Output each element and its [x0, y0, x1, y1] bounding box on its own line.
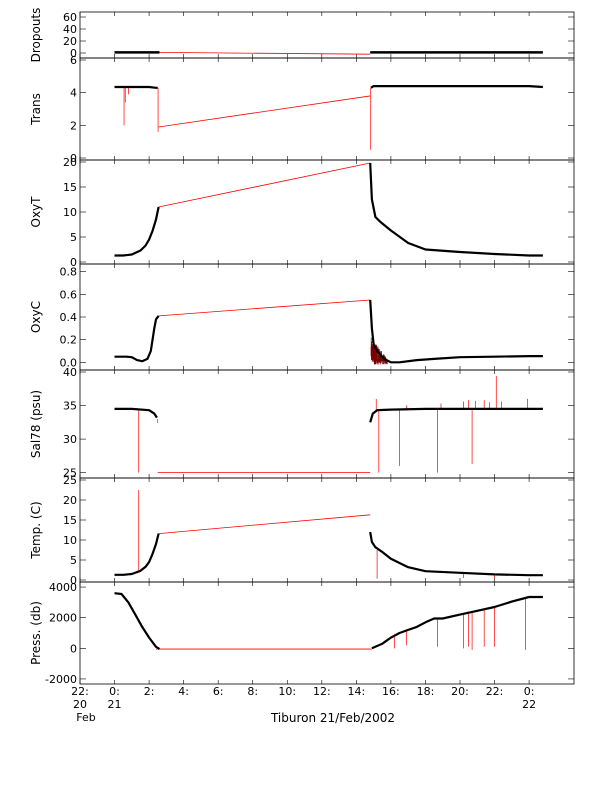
- x-tick-label: 4:: [178, 685, 189, 698]
- y-tick-label: 6: [70, 54, 77, 67]
- panel-2: 0 5 10 15 20 OxyT: [29, 156, 575, 269]
- x-tick-label: 12:: [313, 685, 331, 698]
- x-tick-label: 2:: [144, 685, 155, 698]
- y-axis-label: Press. (db): [29, 601, 43, 665]
- y-tick-label: 4000: [49, 581, 77, 594]
- x-tick-month: Feb: [76, 711, 95, 724]
- panel-frame: [79, 159, 575, 265]
- y-tick-label: 0.6: [60, 288, 78, 301]
- y-tick-label: 0: [70, 642, 77, 655]
- y-tick-label: 4: [70, 87, 77, 100]
- x-tick-label: 20:: [451, 685, 469, 698]
- y-axis-label: OxyC: [29, 301, 43, 333]
- x-axis-label: Tiburon 21/Feb/2002: [270, 711, 395, 725]
- series-1: [369, 407, 543, 423]
- series-1: [370, 85, 543, 89]
- series-1: [369, 299, 543, 364]
- y-tick-label: 25: [63, 474, 77, 487]
- panel-frame: [79, 11, 575, 59]
- y-tick-label: 0.8: [60, 266, 78, 279]
- y-tick-label: 40: [63, 23, 77, 36]
- panel-frame: [79, 263, 575, 371]
- y-tick-label: 20: [63, 35, 77, 48]
- x-tick-label: 0:: [524, 685, 535, 698]
- y-axis-label: OxyT: [29, 196, 43, 228]
- gap-line: [158, 299, 371, 317]
- x-tick-label: 0:: [109, 685, 120, 698]
- y-tick-label: 20: [63, 156, 77, 169]
- x-tick-label: 6:: [213, 685, 224, 698]
- x-tick-label: 14:: [348, 685, 366, 698]
- y-tick-label: 40: [63, 366, 77, 379]
- gap-line: [158, 162, 371, 208]
- y-axis-label: Dropouts: [29, 8, 43, 63]
- y-tick-label: 0.2: [60, 334, 78, 347]
- y-tick-label: -2000: [45, 673, 77, 686]
- y-tick-label: 15: [63, 181, 77, 194]
- series-0: [114, 533, 160, 576]
- y-tick-label: 0.4: [60, 311, 78, 324]
- y-tick-label: 5: [70, 231, 77, 244]
- x-tick-label: 16:: [382, 685, 400, 698]
- panel-frame: [79, 477, 575, 583]
- y-tick-label: 20: [63, 494, 77, 507]
- panel-3: 0.0 0.2 0.4 0.6 0.8 OxyC: [29, 263, 575, 371]
- x-tick-label: 18:: [417, 685, 435, 698]
- panel-4: 25 30 35 40 Sal78 (psu): [29, 366, 575, 480]
- chart-panels: 0204060Dropouts0246Trans05101520OxyT0.00…: [29, 8, 575, 686]
- y-tick-label: 0: [70, 152, 77, 165]
- y-tick-label: 5: [70, 554, 77, 567]
- y-tick-label: 60: [63, 11, 77, 24]
- y-tick-label: 15: [63, 514, 77, 527]
- series-0: [114, 85, 158, 89]
- series-0: [114, 592, 161, 651]
- y-tick-label: 10: [63, 206, 77, 219]
- y-axis-label: Temp. (C): [29, 501, 43, 559]
- series-1: [369, 531, 543, 577]
- y-tick-label: 10: [63, 534, 77, 547]
- y-tick-label: 0.0: [60, 356, 78, 369]
- x-tick-sublabel: 20: [73, 698, 87, 711]
- series-1: [369, 162, 543, 257]
- series-0: [114, 206, 160, 257]
- x-tick-sublabel: 21: [108, 698, 122, 711]
- gap-line: [158, 95, 371, 128]
- y-tick-label: 25: [63, 467, 77, 480]
- panel-frame: [79, 369, 575, 479]
- panel-frame: [79, 581, 575, 685]
- y-tick-label: 0: [70, 47, 77, 60]
- y-tick-label: 35: [63, 400, 77, 413]
- series-1: [371, 595, 543, 650]
- panel-frame: [79, 57, 575, 161]
- x-tick-label: 22:: [486, 685, 504, 698]
- x-tick-label: 10:: [278, 685, 296, 698]
- y-tick-label: 30: [63, 433, 77, 446]
- y-axis-label: Trans: [29, 93, 43, 126]
- y-tick-label: 2: [70, 119, 77, 132]
- panel-6: -2000 0 2000 4000 Press. (db): [29, 581, 575, 686]
- gap-line: [158, 514, 371, 534]
- y-tick-label: 0: [70, 256, 77, 269]
- series-0: [114, 315, 160, 363]
- x-tick-sublabel: 22: [522, 698, 536, 711]
- x-tick-label: 22:: [71, 685, 89, 698]
- y-tick-label: 2000: [49, 612, 77, 625]
- x-tick-label: 8:: [247, 685, 258, 698]
- panel-1: 0 2 4 6 Trans: [29, 54, 575, 165]
- y-axis-label: Sal78 (psu): [29, 390, 43, 458]
- gap-line: [159, 52, 371, 55]
- panel-5: 0 5 10 15 20 25 Temp. (C): [29, 474, 575, 587]
- y-tick-label: 0: [70, 574, 77, 587]
- series-0: [114, 407, 158, 419]
